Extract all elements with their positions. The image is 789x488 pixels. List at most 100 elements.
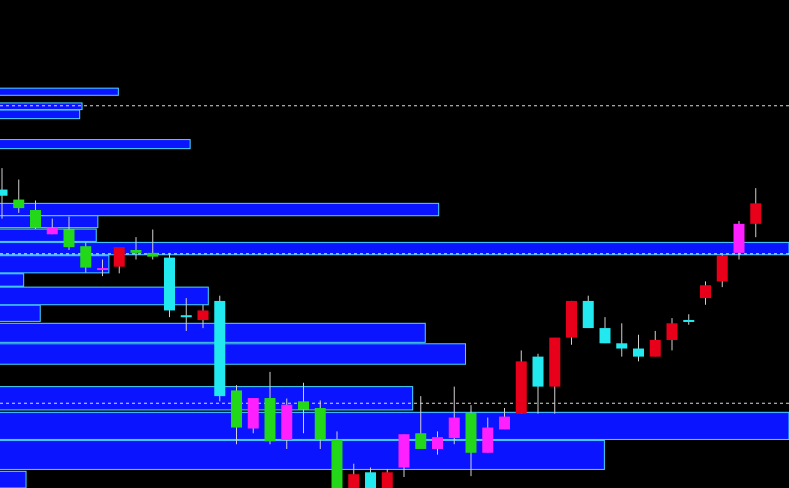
candle (733, 220, 745, 260)
candle-body (465, 412, 477, 453)
candle-body (448, 417, 460, 439)
candle (331, 431, 343, 488)
candle-body (247, 398, 259, 429)
candle-body (298, 401, 309, 410)
candle (716, 254, 728, 288)
candle (633, 334, 644, 362)
candle (683, 314, 695, 325)
candle (532, 353, 544, 414)
candle-body (331, 439, 343, 488)
candle (482, 417, 494, 453)
candle (30, 200, 41, 230)
candle-body (164, 257, 175, 311)
candle-body (432, 437, 443, 449)
candle (13, 179, 25, 213)
candle (515, 350, 527, 414)
candle-body (80, 246, 92, 268)
candle-body (532, 356, 544, 387)
volume-profile-bar (0, 273, 25, 287)
candle (365, 467, 376, 488)
candle-body (113, 247, 125, 267)
candle (314, 400, 326, 449)
candle (415, 396, 427, 449)
candle (0, 168, 8, 219)
volume-profile-bar (0, 411, 789, 440)
candle (231, 385, 242, 445)
candle (97, 259, 108, 277)
candle (130, 237, 142, 260)
candle-body (616, 343, 628, 349)
candle (214, 295, 226, 402)
candle-body (733, 223, 745, 253)
candle (398, 434, 410, 478)
volume-profile-bar (0, 255, 110, 274)
candle (582, 295, 594, 329)
candle-body (649, 339, 661, 357)
candle-body (97, 268, 108, 271)
volume-profile (0, 87, 789, 488)
candle-body (549, 337, 561, 387)
candle (298, 382, 309, 434)
candle-body (348, 474, 360, 488)
candle (599, 317, 611, 344)
candle-body (482, 427, 494, 453)
candle (649, 330, 661, 357)
candle-body (633, 348, 644, 357)
candles (0, 168, 762, 488)
candle-body (13, 199, 25, 209)
candle (46, 218, 58, 235)
candle-body (63, 229, 75, 248)
candle-body (30, 210, 41, 228)
candle (499, 408, 510, 430)
candle-body (716, 255, 728, 282)
candle (197, 304, 209, 329)
candle (381, 468, 393, 488)
candle (247, 398, 259, 434)
candle (264, 371, 276, 445)
candle-body (231, 390, 242, 428)
candle-body (666, 323, 678, 340)
volume-profile-bar (0, 322, 426, 343)
candle (666, 318, 678, 351)
candle (164, 252, 175, 318)
candle-body (281, 404, 293, 440)
candle (448, 386, 460, 445)
candle (147, 229, 159, 260)
candle-body (46, 227, 58, 235)
candle (281, 398, 293, 449)
volume-profile-bar (0, 215, 99, 229)
candle-body (214, 300, 226, 397)
candle (180, 298, 192, 331)
candle-body (683, 319, 695, 322)
candle-body (381, 472, 393, 488)
candle (566, 300, 577, 345)
volume-profile-bar (0, 202, 440, 217)
volume-profile-bar (0, 470, 27, 488)
candle-body (197, 310, 209, 320)
candle-body (365, 472, 376, 488)
candle-body (700, 285, 711, 299)
candle-body (314, 408, 326, 440)
candle-body (750, 203, 762, 224)
candle-body (599, 328, 611, 344)
candle (63, 216, 75, 250)
candle (432, 431, 443, 455)
candle-body (398, 434, 410, 468)
candle-body (264, 398, 276, 442)
candle (549, 337, 561, 414)
candle (750, 188, 762, 238)
volume-profile-bar (0, 439, 605, 470)
volume-profile-bar (0, 109, 81, 120)
candle (80, 242, 92, 273)
volume-profile-bar (0, 304, 41, 322)
candle-body (499, 416, 510, 430)
volume-profile-bar (0, 87, 119, 96)
candle-body (582, 300, 594, 329)
candle (113, 247, 125, 274)
volume-profile-bar (0, 241, 789, 256)
candle-body (566, 300, 577, 338)
candle-body (180, 315, 192, 318)
candle (348, 463, 360, 488)
